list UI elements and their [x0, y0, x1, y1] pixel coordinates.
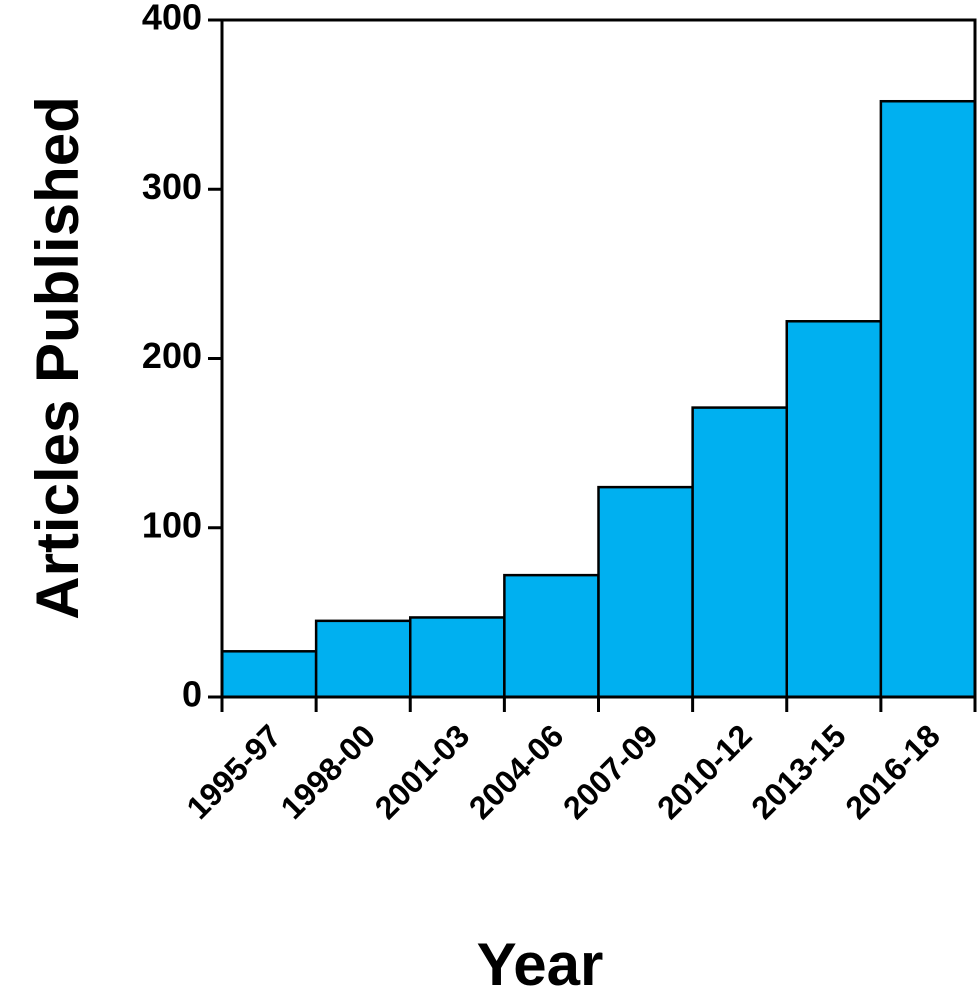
x-axis-title: Year [477, 931, 604, 996]
y-axis-title: Articles Published [24, 96, 91, 619]
y-tick-label: 200 [142, 335, 202, 376]
bar [597, 485, 694, 699]
bar [220, 650, 318, 699]
y-tick-label: 0 [182, 674, 202, 715]
bar [503, 573, 600, 699]
x-tick-label: 1995-97 [180, 717, 288, 825]
x-tick-label: 2007-09 [556, 717, 664, 825]
y-tick-label: 300 [142, 166, 202, 207]
plot-frame [220, 18, 977, 699]
bar [785, 320, 883, 699]
x-tick-label: 2016-18 [838, 717, 946, 825]
bar [879, 99, 977, 699]
y-tick-label: 400 [142, 0, 202, 38]
bar [409, 616, 506, 699]
x-tick-label: 2013-15 [744, 717, 852, 825]
x-tick-label: 2001-03 [368, 717, 476, 825]
bar [691, 406, 788, 699]
y-tick-label: 100 [142, 504, 202, 545]
x-tick-label: 2010-12 [650, 717, 758, 825]
x-tick-label: 2004-06 [462, 717, 570, 825]
x-tick-label: 1998-00 [274, 717, 382, 825]
bar [314, 619, 412, 699]
